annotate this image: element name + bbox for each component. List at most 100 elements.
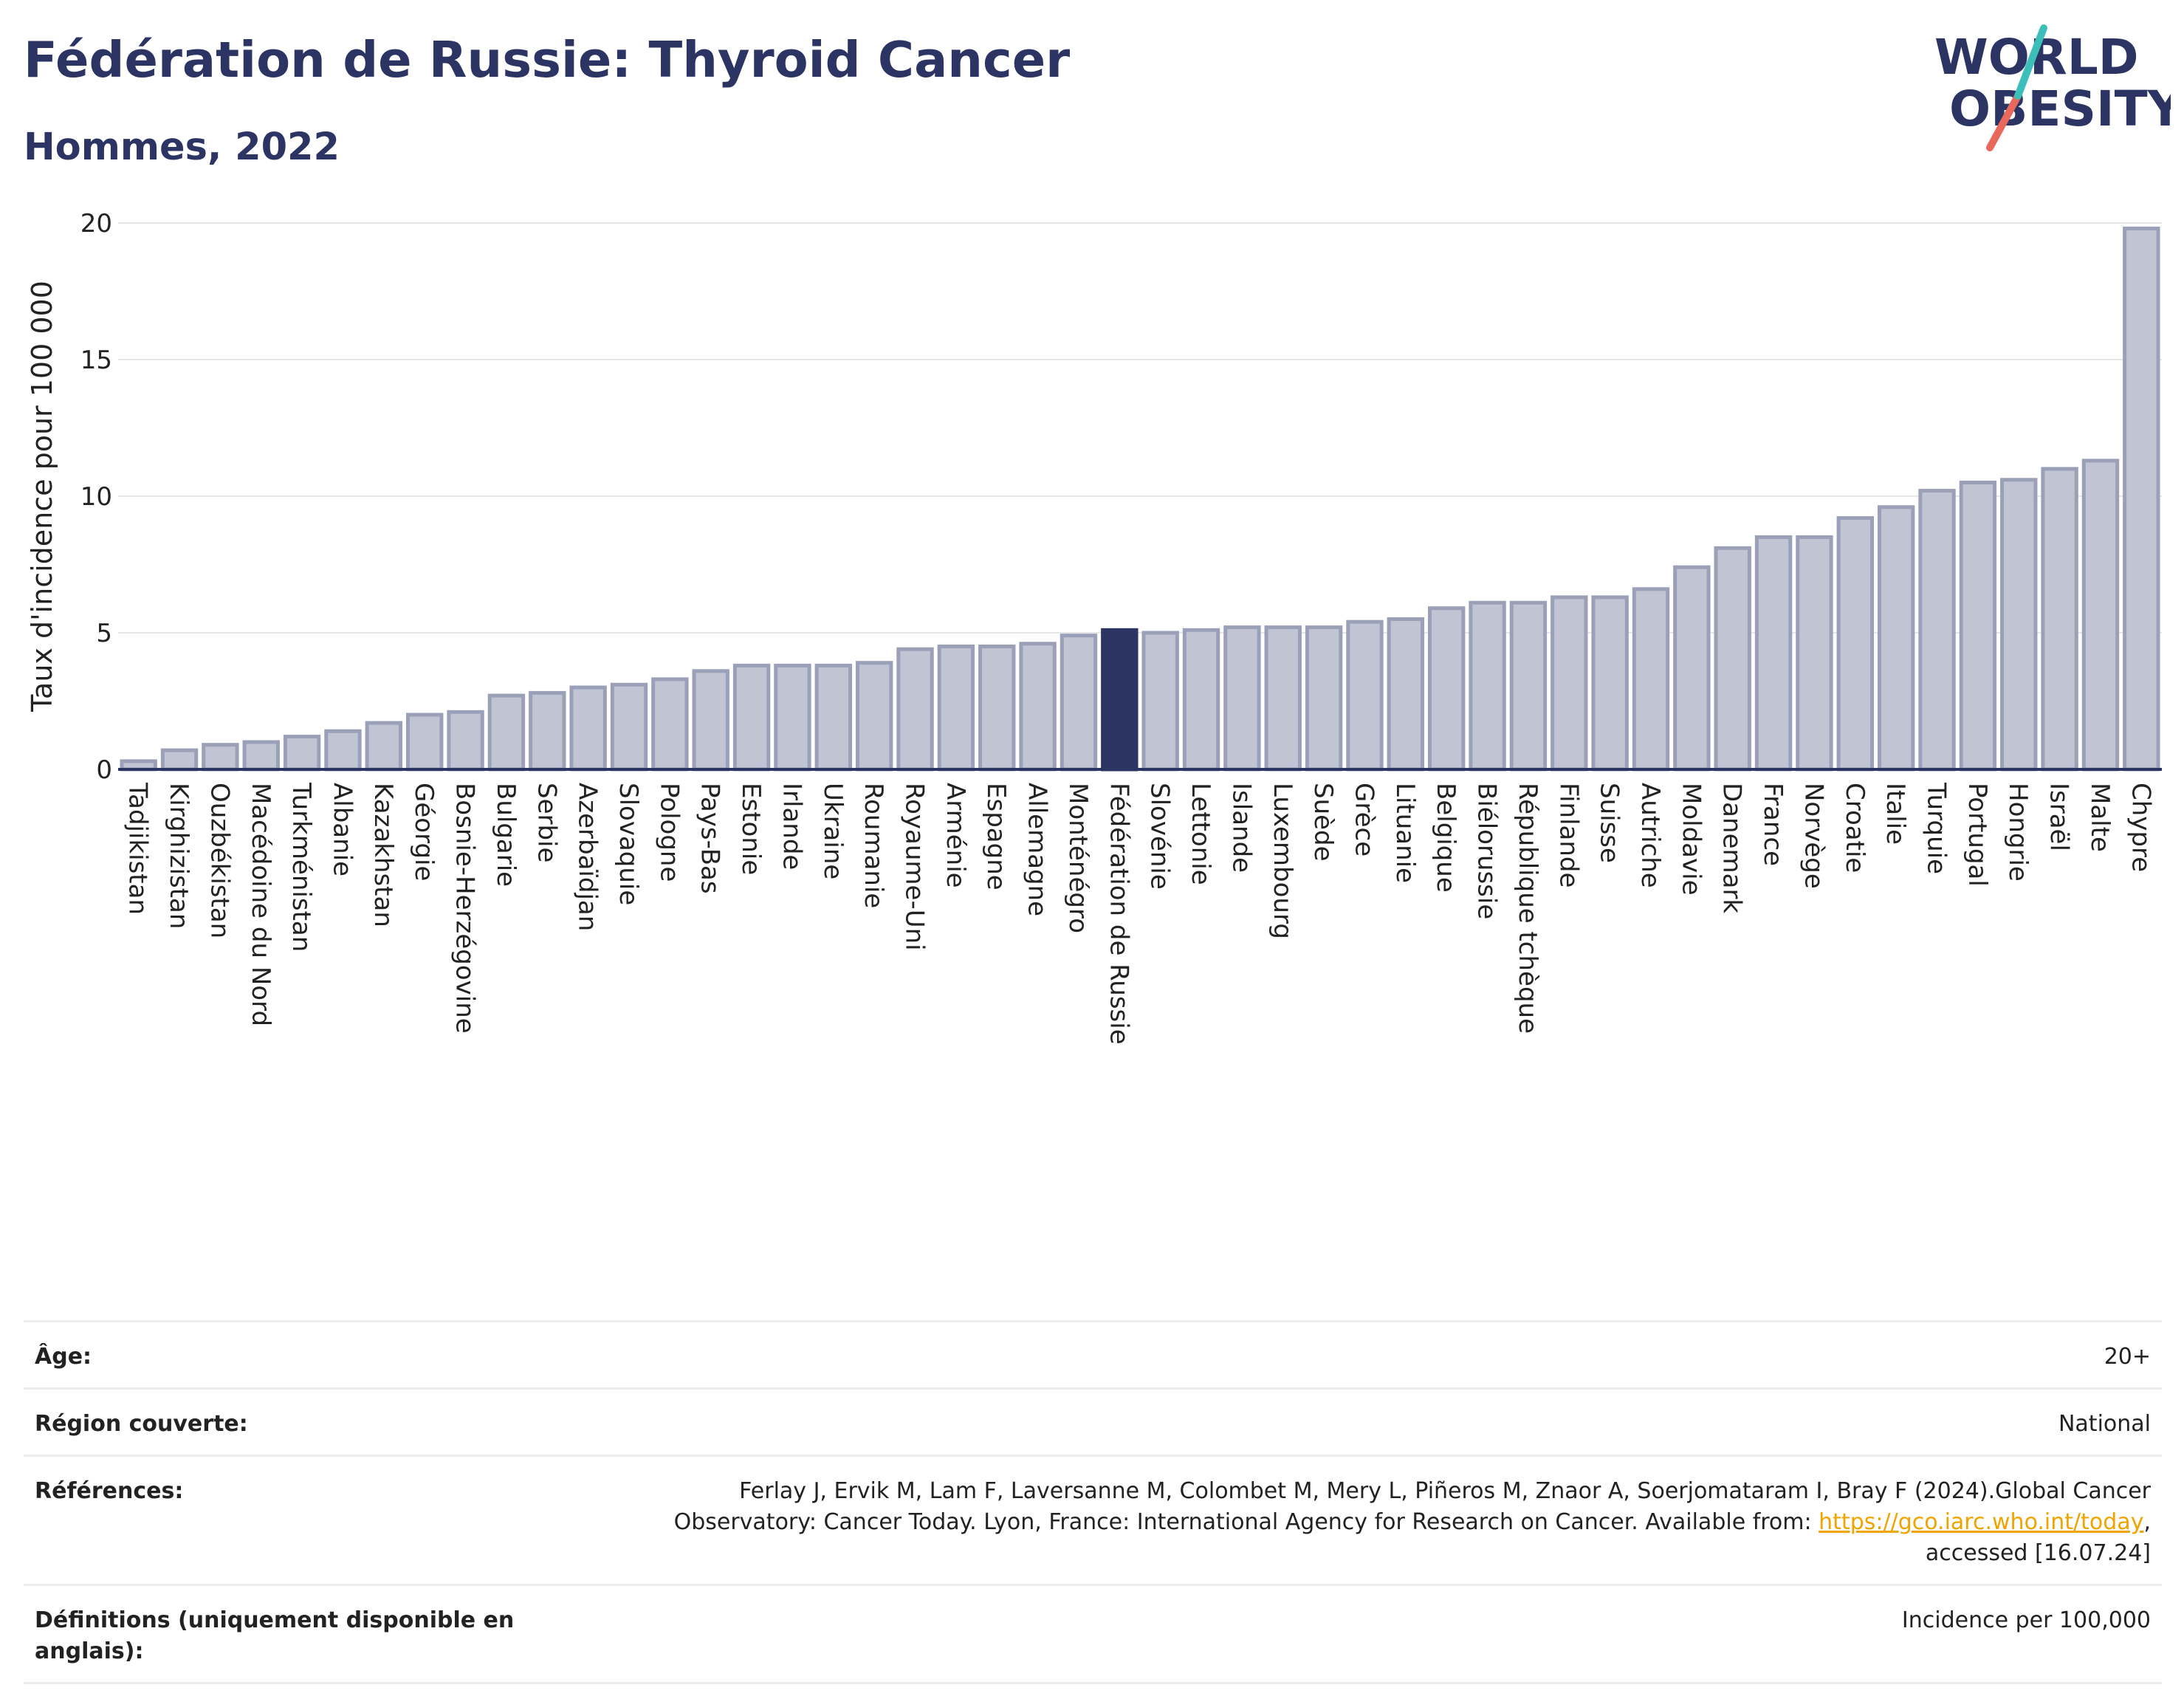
bar <box>2000 478 2038 772</box>
x-tick-label: République tchèque <box>1513 783 1542 1034</box>
x-tick-label: Slovénie <box>1145 783 1175 890</box>
bar <box>774 663 811 772</box>
bar <box>732 663 771 772</box>
x-tick-label: Tadjikistan <box>123 782 153 915</box>
x-tick-label: Bulgarie <box>491 783 521 887</box>
bar <box>1836 516 1874 772</box>
x-tick-label: Lituanie <box>1390 783 1420 883</box>
x-tick-label: Italie <box>1881 783 1910 845</box>
x-tick-label: Irlande <box>777 783 806 870</box>
x-tick-label: Kazakhstan <box>368 783 398 927</box>
x-tick-label: Hongrie <box>2003 783 2033 882</box>
x-tick-label: Islande <box>1226 783 1256 873</box>
bar <box>1101 628 1139 772</box>
bar <box>1428 606 1466 772</box>
x-tick-label: Pologne <box>654 783 684 882</box>
x-tick-label: Luxembourg <box>1268 783 1297 939</box>
x-tick-label: Chypre <box>2126 783 2155 872</box>
region-label: Région couverte: <box>35 1411 248 1437</box>
x-tick-label: Suisse <box>1595 783 1624 863</box>
x-tick-label: Monténégro <box>1063 783 1093 933</box>
metadata-table: Âge: 20+ Région couverte: National Référ… <box>24 1320 2162 1684</box>
x-tick-label: Belgique <box>1431 783 1460 893</box>
bar <box>283 735 321 772</box>
x-tick-label: Suède <box>1308 783 1338 862</box>
x-tick-label: Finlande <box>1553 783 1583 888</box>
definitions-value: Incidence per 100,000 <box>1901 1607 2151 1633</box>
x-tick-label: Biélorussie <box>1472 783 1502 919</box>
bar <box>365 721 403 772</box>
bar <box>1796 535 1833 772</box>
bar <box>692 669 729 772</box>
bar <box>1060 634 1098 772</box>
x-tick-label: Malte <box>2085 783 2115 852</box>
x-tick-label: Estonie <box>736 783 766 875</box>
y-tick-label: 15 <box>80 346 112 375</box>
meta-row-age: Âge: 20+ <box>24 1320 2162 1387</box>
age-value: 20+ <box>2104 1344 2151 1370</box>
bar <box>529 690 566 772</box>
bar <box>2081 459 2120 772</box>
bar <box>1141 631 1179 772</box>
x-tick-label: Moldavie <box>1676 783 1706 896</box>
bar <box>1264 625 1302 772</box>
bar <box>1591 595 1629 772</box>
bar <box>1632 587 1670 772</box>
x-tick-label: Slovaquie <box>614 783 643 905</box>
x-tick-label: Norvège <box>1799 783 1828 889</box>
meta-row-definitions: Définitions (uniquement disponible en an… <box>24 1584 2162 1684</box>
x-tick-label: Kirghizistan <box>164 783 193 929</box>
bar <box>406 713 444 772</box>
y-tick-label: 10 <box>80 482 112 512</box>
references-link[interactable]: https://gco.iarc.who.int/today <box>1819 1509 2144 1535</box>
age-label: Âge: <box>35 1344 92 1370</box>
x-tick-label: Ukraine <box>818 783 848 879</box>
x-tick-label: Israël <box>2044 783 2074 851</box>
definitions-label: Définitions (uniquement disponible en an… <box>35 1607 515 1664</box>
y-axis-label: Taux d'incidence pour 100 000 <box>26 281 58 713</box>
bar <box>1019 642 1057 772</box>
x-tick-label: Bosnie-Herzégovine <box>450 783 480 1034</box>
x-tick-label: Autriche <box>1635 783 1665 888</box>
references-line-2: Observatory: Cancer Today. Lyon, France:… <box>673 1509 1819 1535</box>
meta-row-region: Région couverte: National <box>24 1387 2162 1455</box>
bar <box>978 645 1016 772</box>
bar <box>324 729 362 772</box>
x-tick-label: Albanie <box>327 783 357 876</box>
world-obesity-logo: WORLD OBESITY <box>1934 24 2171 151</box>
bar <box>1346 619 1384 772</box>
references-label: Références: <box>35 1478 184 1504</box>
bar <box>937 645 975 772</box>
x-tick-label: France <box>1758 783 1788 866</box>
page-subtitle: Hommes, 2022 <box>24 126 340 169</box>
x-tick-label: Arménie <box>941 783 970 888</box>
x-tick-label: Turkménistan <box>286 782 316 952</box>
bar-chart: 0 5 10 15 20 Taux d'incidence pour 100 000 Tad… <box>26 209 2162 1045</box>
bar <box>1673 565 1711 772</box>
bar <box>202 743 239 772</box>
bar <box>242 740 280 772</box>
bar <box>1387 617 1425 772</box>
bar <box>1305 625 1343 772</box>
bar <box>610 682 648 772</box>
x-tick-label: Serbie <box>532 783 561 862</box>
x-tick-label: Roumanie <box>859 783 888 908</box>
x-tick-label: Portugal <box>1962 783 1992 887</box>
page-title: Fédération de Russie: Thyroid Cancer <box>24 31 1071 89</box>
references-line-3: accessed [16.07.24] <box>1925 1540 2151 1566</box>
bar <box>1918 489 1956 772</box>
logo-slash-teal <box>2014 24 2047 100</box>
bar <box>896 647 934 772</box>
x-tick-label: Croatie <box>1840 783 1869 873</box>
x-tick-label: Géorgie <box>409 783 439 881</box>
logo-slash-red <box>1986 92 2022 151</box>
bar <box>160 748 199 772</box>
bar <box>2041 467 2078 772</box>
region-value: National <box>2058 1411 2151 1437</box>
bar <box>1714 546 1751 772</box>
references-line-1: Ferlay J, Ervik M, Lam F, Laversanne M, … <box>739 1478 2151 1504</box>
logo-text-obesity: OBESITY <box>1949 80 2171 137</box>
bar <box>487 693 526 772</box>
x-tick-label: Allemagne <box>1023 783 1052 916</box>
bar <box>2123 226 2160 772</box>
